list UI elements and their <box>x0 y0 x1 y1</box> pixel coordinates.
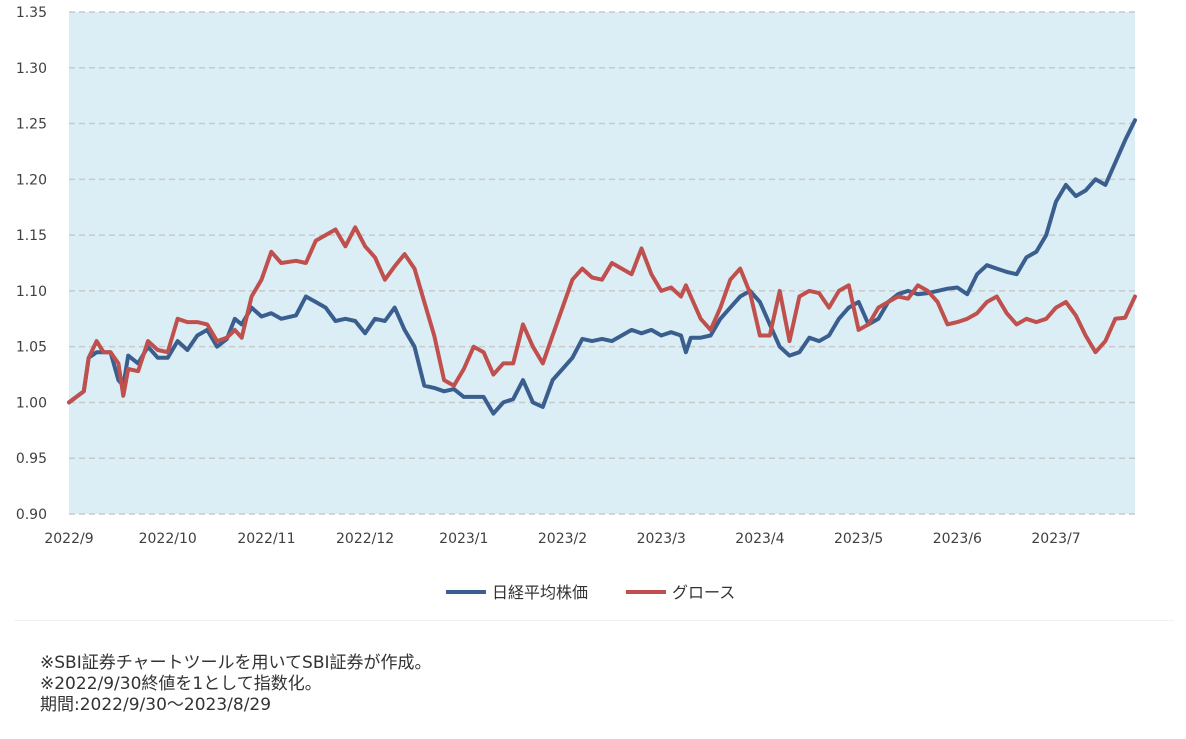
x-axis-tick-labels: 2022/9 2022/10 2022/11 2022/12 2023/1 2023/2 2… <box>44 531 1080 547</box>
separator-line <box>14 620 1174 621</box>
note-line-period: 期間:2022/9/30～2023/8/29 <box>40 695 272 715</box>
series-line-growth <box>67 225 1137 405</box>
y-tick-label: 0.95 <box>16 451 47 467</box>
series-line-nikkei <box>67 118 1137 416</box>
y-tick-label: 0.90 <box>16 507 47 523</box>
x-tick-label: 2023/5 <box>834 531 883 547</box>
y-tick-label: 1.15 <box>16 228 47 244</box>
x-tick-label: 2023/7 <box>1031 531 1080 547</box>
note-line-index: ※2022/9/30終値を1として指数化。 <box>40 674 322 694</box>
series-lines <box>67 118 1137 416</box>
grid-lines <box>69 11 1135 515</box>
x-tick-label: 2023/2 <box>538 531 587 547</box>
plot-area <box>69 12 1135 514</box>
x-tick-label: 2023/6 <box>933 531 982 547</box>
y-axis-tick-labels: 1.35 1.30 1.25 1.20 1.15 1.10 1.05 1.00 0.95 0.90 <box>16 5 47 523</box>
y-tick-label: 1.35 <box>16 5 47 21</box>
x-tick-label: 2023/1 <box>439 531 488 547</box>
y-tick-label: 1.25 <box>16 117 47 133</box>
y-tick-label: 1.05 <box>16 340 47 356</box>
chart-notes: ※SBI証券チャートツールを用いてSBI証券が作成。 ※2022/9/30終値を… <box>40 653 432 716</box>
x-tick-label: 2022/9 <box>44 531 93 547</box>
y-tick-label: 1.10 <box>16 284 47 300</box>
legend-label-growth: グロース <box>672 583 735 602</box>
note-line-source: ※SBI証券チャートツールを用いてSBI証券が作成。 <box>40 653 432 673</box>
x-tick-label: 2023/4 <box>735 531 784 547</box>
x-tick-label: 2022/11 <box>237 531 295 547</box>
y-tick-label: 1.00 <box>16 395 47 411</box>
legend: 日経平均株価 グロース <box>446 583 735 602</box>
x-tick-label: 2023/3 <box>637 531 686 547</box>
x-tick-label: 2022/12 <box>336 531 394 547</box>
line-chart: 1.35 1.30 1.25 1.20 1.15 1.10 1.05 1.00 0.95 0.90… <box>16 5 1137 602</box>
legend-label-nikkei: 日経平均株価 <box>492 583 588 602</box>
y-tick-label: 1.20 <box>16 172 47 188</box>
x-tick-label: 2022/10 <box>139 531 197 547</box>
y-tick-label: 1.30 <box>16 61 47 77</box>
